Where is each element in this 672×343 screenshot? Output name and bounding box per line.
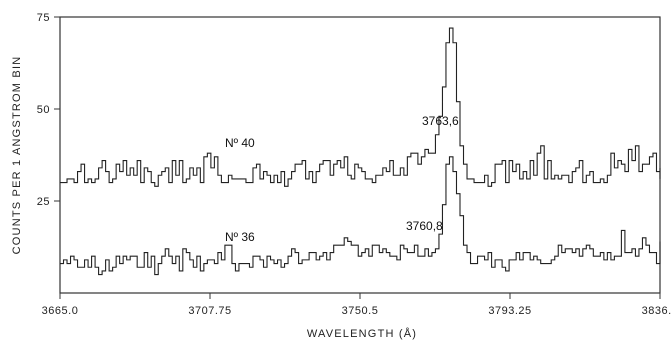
y-tick-label: 25 <box>37 196 50 208</box>
x-tick-label: 3836.0 <box>642 305 672 317</box>
x-axis-title: WAVELENGTH (Å) <box>307 327 417 340</box>
x-tick-label: 3707.75 <box>188 305 231 317</box>
label-peak-3760-8: 3760,8 <box>406 219 443 233</box>
series-layer <box>60 27 661 276</box>
series-line-n40 <box>60 27 661 187</box>
y-axis-title: COUNTS PER 1 ANGSTROM BIN <box>11 56 23 255</box>
plot-frame <box>59 16 661 294</box>
series-line-n36 <box>60 156 661 276</box>
x-tick-label: 3750.5 <box>342 305 379 317</box>
x-axis: 3665.0 3707.75 3750.5 3793.25 3836.0 <box>42 293 672 317</box>
y-tick-label: 75 <box>37 12 50 24</box>
x-tick-label: 3665.0 <box>42 305 79 317</box>
label-series-36: Nº 36 <box>225 230 255 244</box>
x-tick-label: 3793.25 <box>488 305 531 317</box>
label-series-40: Nº 40 <box>225 136 255 150</box>
label-peak-3763-6: 3763,6 <box>422 114 459 128</box>
y-tick-label: 50 <box>37 104 50 116</box>
y-axis: 25 50 75 <box>37 12 60 208</box>
